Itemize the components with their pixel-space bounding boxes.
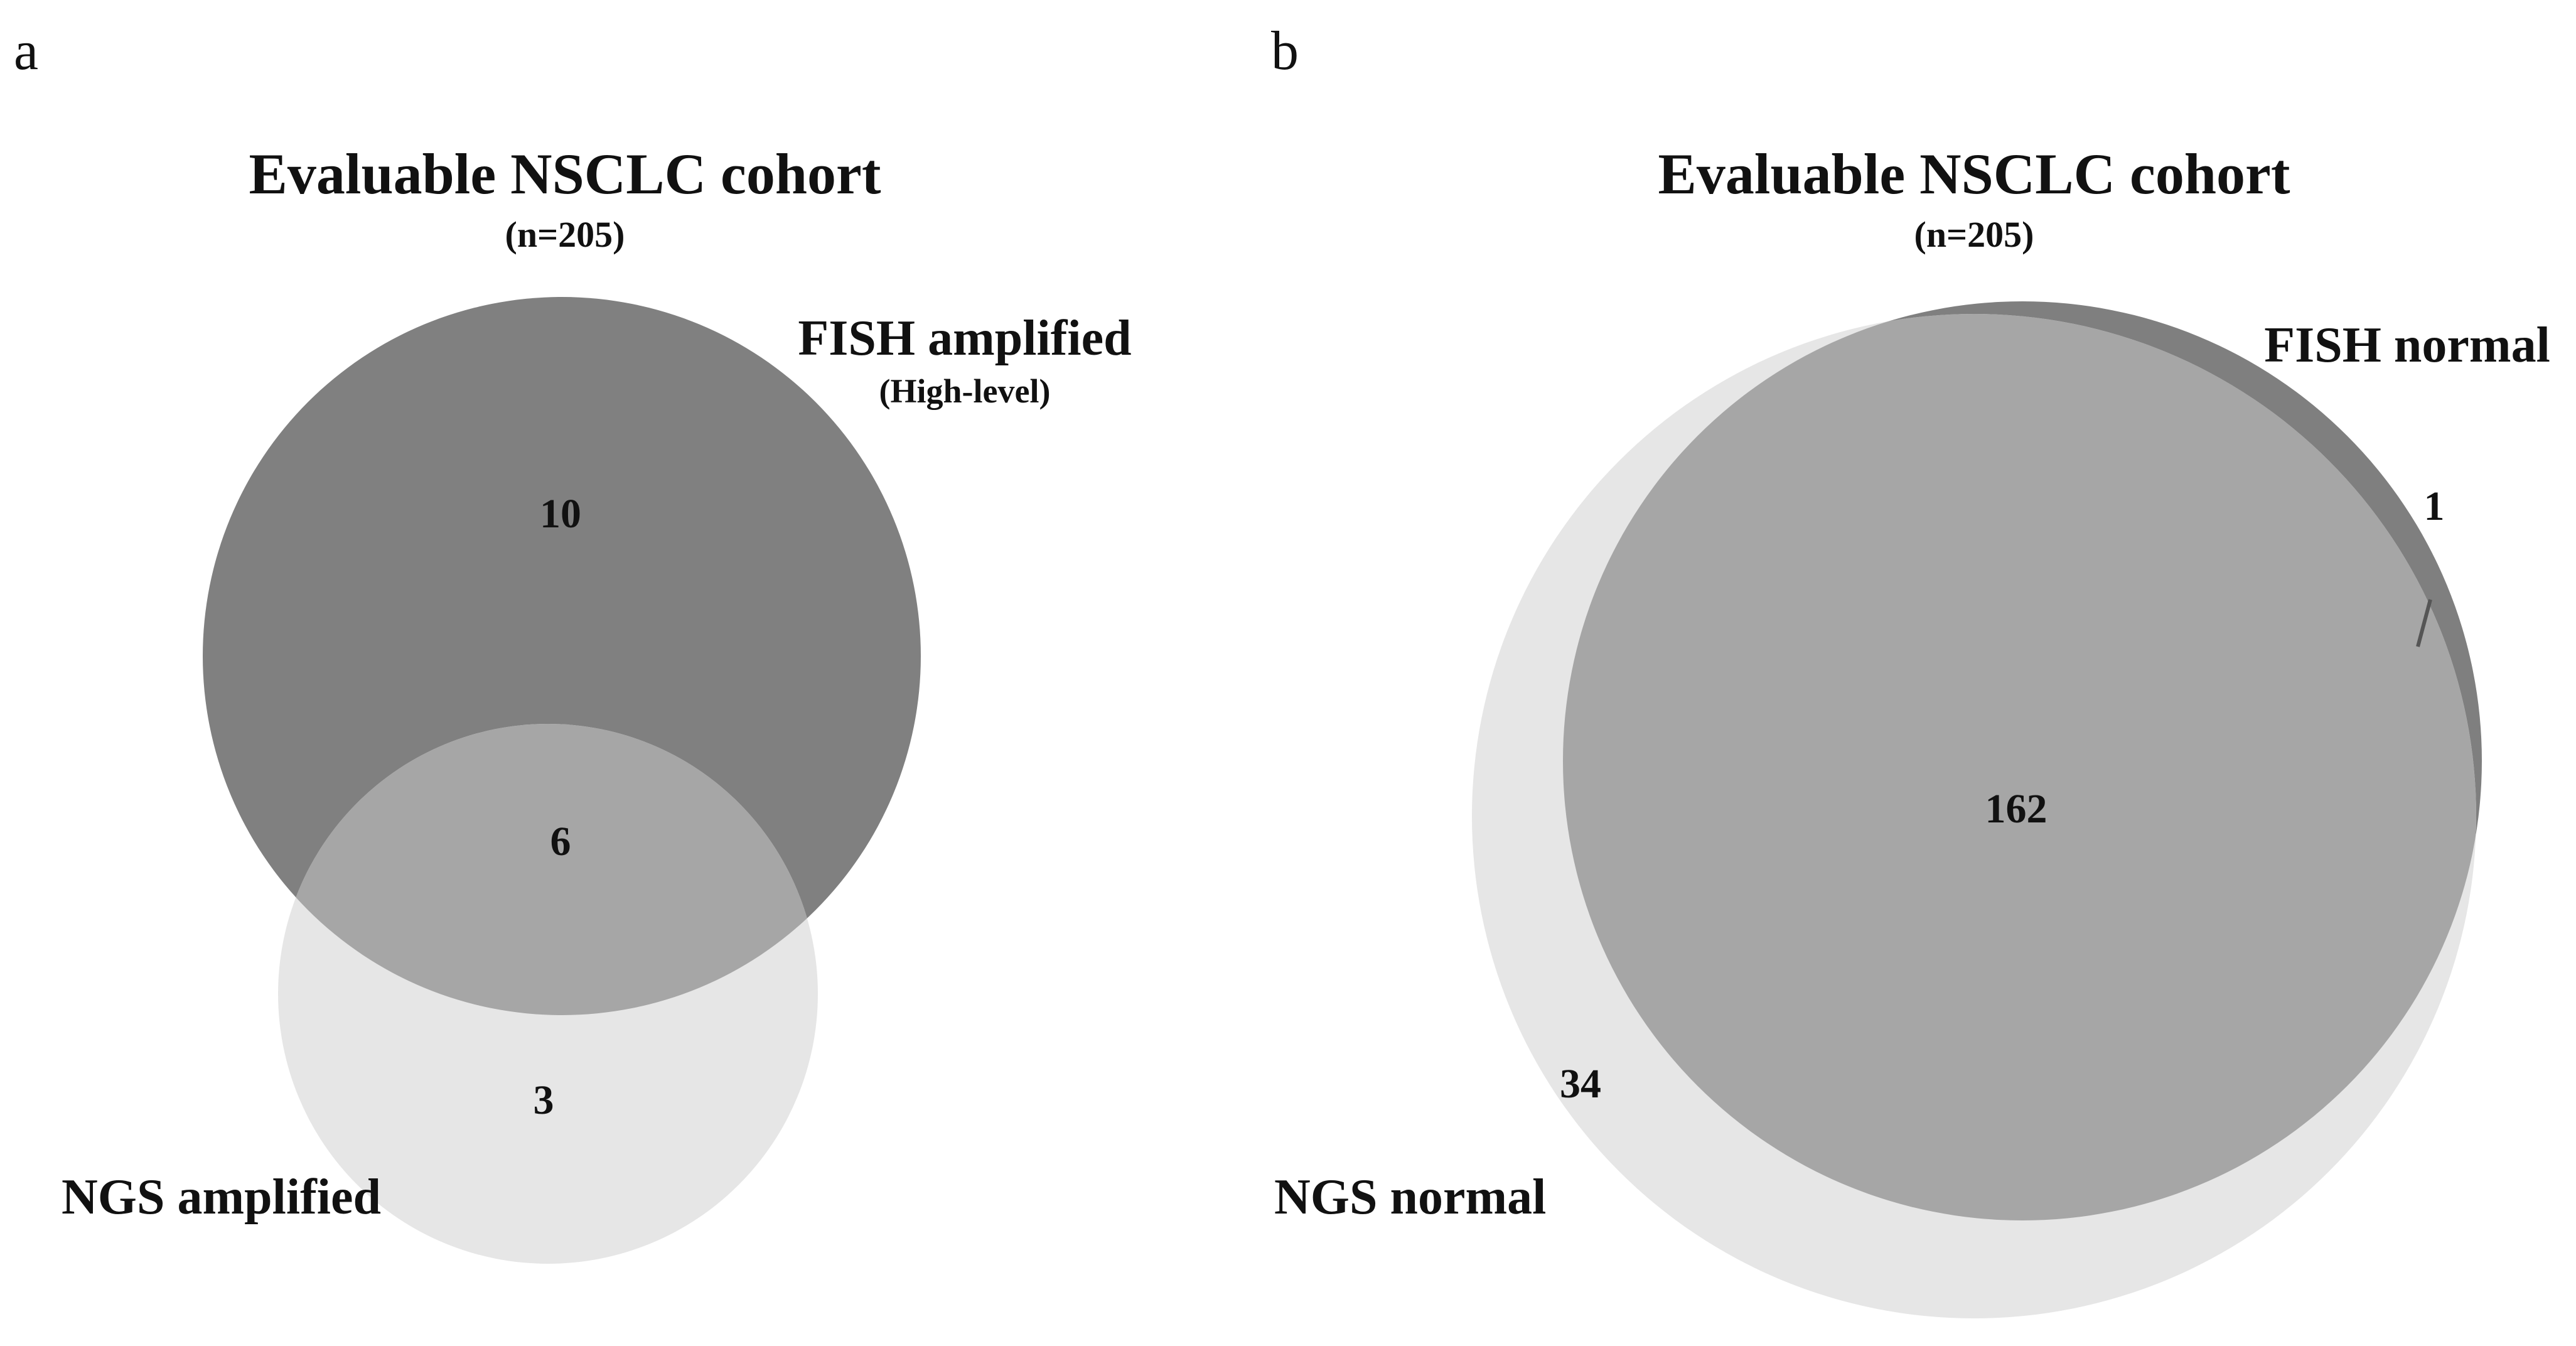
panel-a: a Evaluable NSCLC cohort (n=205) 10 6 3 … bbox=[14, 21, 1132, 1264]
ngs-only-count: 3 bbox=[534, 1077, 554, 1123]
ngs-amplified-label: NGS amplified bbox=[62, 1170, 381, 1225]
fish-amplified-label: FISH amplified bbox=[798, 311, 1131, 366]
fish-only-count: 1 bbox=[2424, 483, 2445, 529]
panel-b: b Evaluable NSCLC cohort (n=205) 162 1 3… bbox=[1271, 21, 2550, 1318]
overlap-count: 6 bbox=[550, 819, 571, 864]
ngs-normal-label: NGS normal bbox=[1274, 1170, 1546, 1225]
panel-b-letter: b bbox=[1271, 21, 1299, 82]
overlap-count: 162 bbox=[1985, 786, 2047, 832]
fish-normal-label: FISH normal bbox=[2264, 318, 2550, 373]
panel-b-subtitle: (n=205) bbox=[1914, 214, 2034, 255]
panel-a-title: Evaluable NSCLC cohort bbox=[249, 142, 881, 206]
fish-only-leader-line bbox=[2416, 599, 2432, 647]
fish-amplified-sublabel: (High-level) bbox=[879, 372, 1051, 410]
ngs-only-count: 34 bbox=[1560, 1061, 1601, 1107]
panel-a-subtitle: (n=205) bbox=[505, 214, 625, 255]
fish-only-count: 10 bbox=[540, 491, 581, 537]
fish-ngs-normal-overlap-region bbox=[1563, 314, 2476, 1220]
panel-b-title: Evaluable NSCLC cohort bbox=[1658, 142, 2290, 206]
ngs-fish-overlap-region bbox=[278, 724, 818, 1015]
panel-a-letter: a bbox=[14, 21, 38, 82]
